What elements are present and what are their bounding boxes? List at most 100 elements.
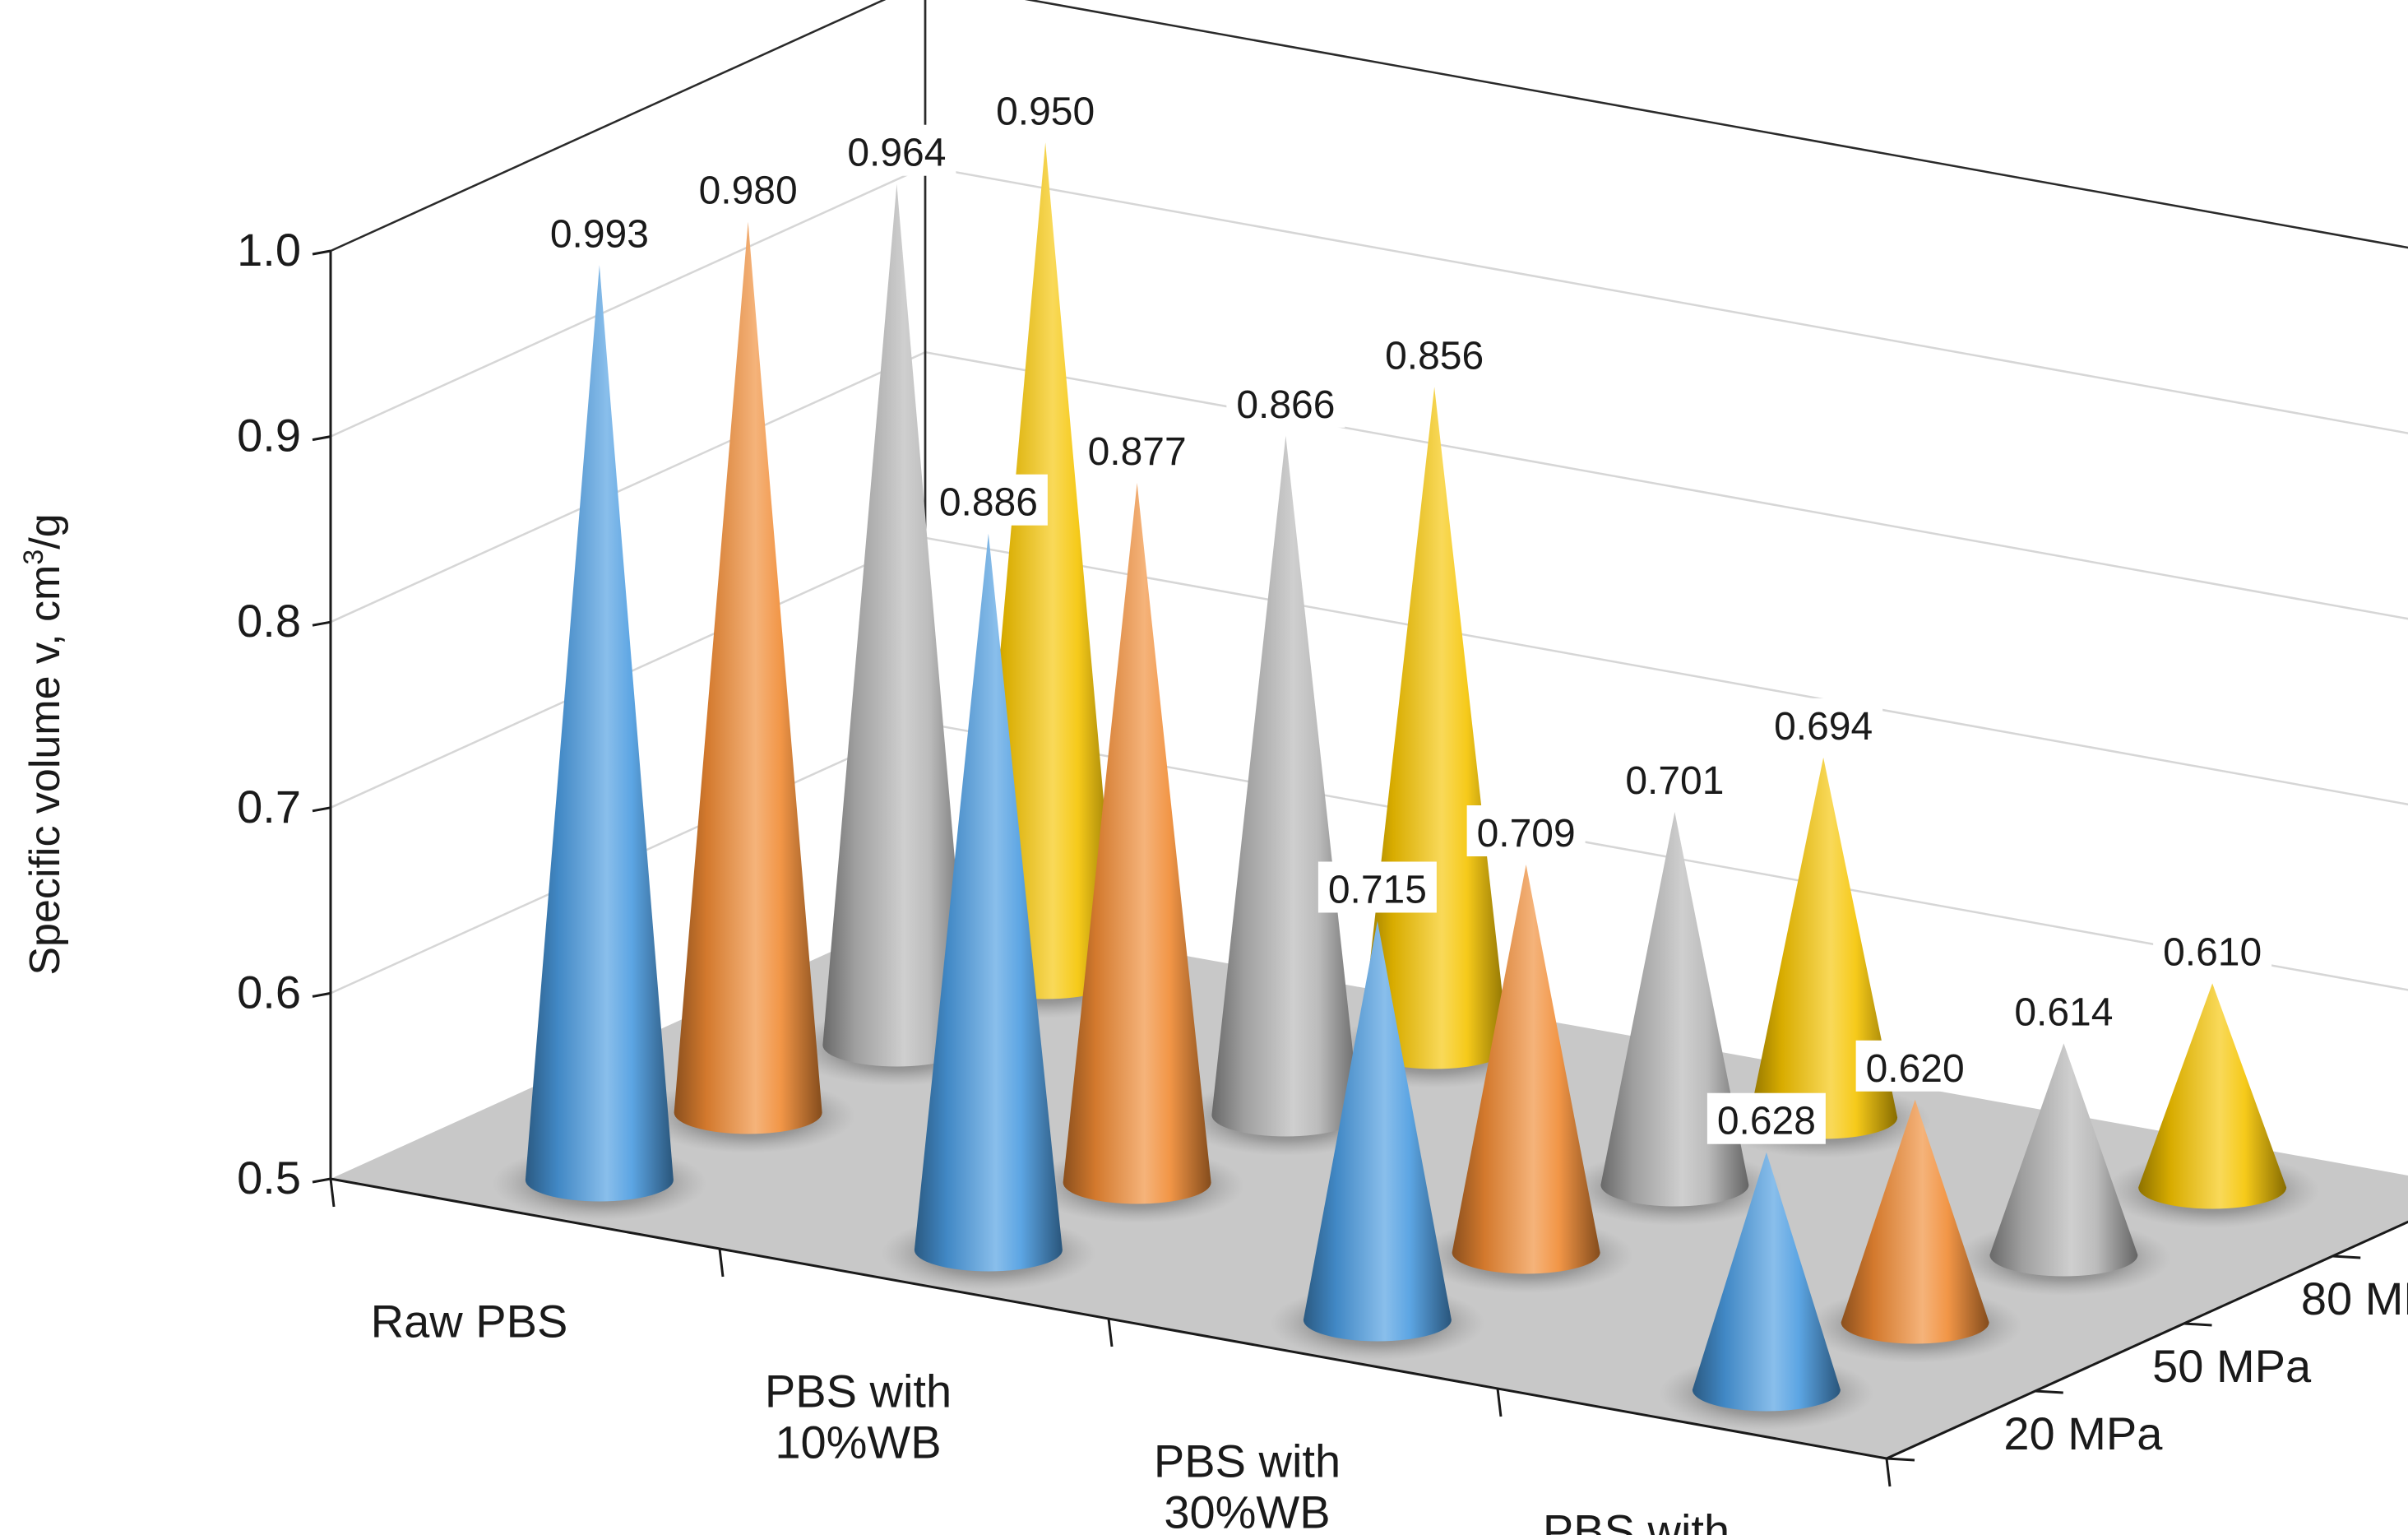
x-tick xyxy=(329,1178,336,1208)
value-label-text: 0.856 xyxy=(1385,334,1484,378)
y-tick-label: 0.9 xyxy=(237,410,301,461)
y-tick-label: 0.7 xyxy=(237,781,301,832)
back-walls-grid xyxy=(329,0,2408,1179)
cone-3-50-mpa xyxy=(1452,864,1600,1274)
cone-group xyxy=(1808,1099,2023,1363)
value-label: 0.877 xyxy=(1077,423,1197,475)
y-tick-label: 0.8 xyxy=(237,595,301,647)
cone-1-80-mpa xyxy=(822,183,971,1067)
value-label-bg xyxy=(1317,861,1437,913)
back-wall-frame xyxy=(1024,0,2408,249)
value-label: 0.620 xyxy=(1855,1040,1975,1092)
cone-group xyxy=(881,533,1096,1291)
value-label-text: 0.980 xyxy=(699,169,798,213)
value-label-bg xyxy=(928,474,1048,526)
axes xyxy=(312,249,2408,1487)
x-category-label: PBS with 10%WB xyxy=(765,1366,952,1468)
x-tick xyxy=(1885,1458,1892,1487)
value-label: 0.701 xyxy=(1615,753,1734,805)
value-label-text: 0.628 xyxy=(1717,1100,1816,1143)
cone-2-80-mpa xyxy=(1211,435,1360,1137)
cone-2-50-mpa xyxy=(1063,482,1211,1204)
value-label-text: 0.886 xyxy=(939,481,1038,525)
value-label: 0.993 xyxy=(539,206,659,257)
x-tick xyxy=(1496,1388,1503,1417)
value-label-bg xyxy=(1226,376,1345,428)
value-label: 0.628 xyxy=(1706,1092,1826,1144)
gridline xyxy=(330,350,2408,624)
depth-tick xyxy=(1886,1457,1915,1462)
value-label: 0.614 xyxy=(2004,984,2123,1036)
value-label-bg xyxy=(1764,698,1883,749)
x-tick xyxy=(718,1248,725,1278)
cone-1-50-mpa xyxy=(674,221,822,1134)
cone-4-80-mpa xyxy=(1989,1043,2138,1277)
x-category-label: PBS with50%WB xyxy=(1543,1505,1730,1535)
cone-1-20-mpa xyxy=(525,265,674,1202)
value-label: 0.709 xyxy=(1466,805,1586,856)
value-label-text: 0.701 xyxy=(1625,759,1724,803)
cone-3-80-mpa xyxy=(1600,812,1749,1207)
y-tick-label: 0.6 xyxy=(237,966,301,1018)
value-label-bg xyxy=(539,206,659,257)
value-label-bg xyxy=(2004,984,2123,1036)
value-label: 0.715 xyxy=(1317,861,1437,913)
cone-4-20-mpa xyxy=(1692,1152,1841,1412)
cone-4-110-mpa xyxy=(2138,983,2287,1209)
value-label-bg xyxy=(986,83,1105,135)
y-tick-label: 0.5 xyxy=(237,1152,301,1203)
value-label-text: 0.964 xyxy=(847,132,946,175)
value-label-text: 0.610 xyxy=(2163,930,2262,974)
cone-2-20-mpa xyxy=(914,533,1063,1272)
cone-3-20-mpa xyxy=(1303,921,1452,1342)
value-label: 0.856 xyxy=(1375,327,1494,379)
value-label-text: 0.614 xyxy=(2014,990,2113,1034)
value-label-bg xyxy=(1077,423,1197,475)
depth-tick xyxy=(2035,1389,2063,1394)
cone-group xyxy=(1956,1043,2171,1296)
value-label-bg xyxy=(837,124,956,176)
cone-group xyxy=(492,265,707,1221)
cone-group xyxy=(1030,482,1245,1223)
value-label-text: 0.709 xyxy=(1477,812,1576,856)
value-label: 0.980 xyxy=(688,162,808,214)
value-label: 0.866 xyxy=(1226,376,1345,428)
y-tick xyxy=(312,991,331,998)
x-category-label: Raw PBS xyxy=(371,1296,568,1347)
value-label: 0.694 xyxy=(1764,698,1883,749)
value-label-text: 0.715 xyxy=(1328,868,1427,911)
value-label-text: 0.694 xyxy=(1774,705,1873,749)
cone-4-50-mpa xyxy=(1841,1099,1989,1344)
value-label-bg xyxy=(1855,1040,1975,1092)
labels: 0.950 0.856 0.694 0.610 0.964 0.866 0.701 0.614… xyxy=(18,83,2408,1535)
x-category-label: PBS with 30%WB xyxy=(1154,1435,1341,1535)
value-label-bg xyxy=(2153,924,2272,976)
y-tick-label: 1.0 xyxy=(237,224,301,276)
gridline xyxy=(330,536,2408,809)
depth-tick xyxy=(2332,1254,2361,1259)
cone-group xyxy=(1270,921,1485,1361)
cone-group xyxy=(1567,812,1782,1226)
value-label: 0.886 xyxy=(928,474,1048,526)
cone-group xyxy=(1419,864,1634,1293)
depth-tick xyxy=(2183,1322,2212,1327)
y-tick xyxy=(312,620,331,627)
cone-group xyxy=(1659,1152,1874,1431)
value-label: 0.610 xyxy=(2153,924,2272,976)
y-axis-title: Specific volume v, cm3/g xyxy=(18,513,69,975)
cone-group xyxy=(641,221,856,1153)
depth-category-label: 50 MPa xyxy=(2152,1340,2312,1392)
value-label-bg xyxy=(688,162,808,214)
value-label-bg xyxy=(1615,753,1734,805)
value-label-text: 0.877 xyxy=(1088,430,1187,474)
y-tick xyxy=(312,1177,331,1184)
y-tick xyxy=(312,249,331,256)
value-label-text: 0.866 xyxy=(1236,383,1335,427)
cone-group xyxy=(2105,983,2320,1228)
value-label: 0.950 xyxy=(986,83,1105,135)
value-label-bg xyxy=(1706,1092,1826,1144)
depth-category-label: 80 MPa xyxy=(2301,1273,2408,1324)
y-tick xyxy=(312,435,331,442)
value-label-bg xyxy=(1466,805,1586,856)
value-label-bg xyxy=(1375,327,1494,379)
